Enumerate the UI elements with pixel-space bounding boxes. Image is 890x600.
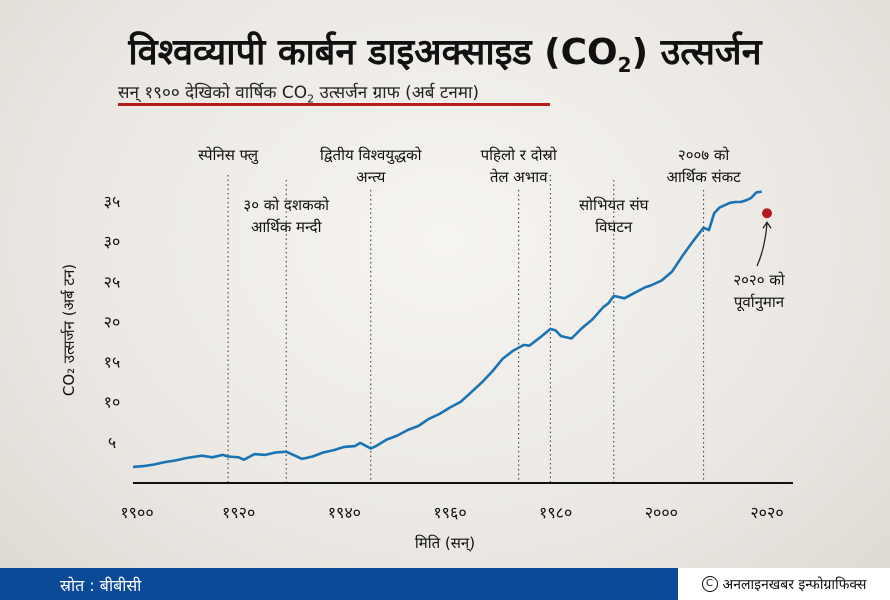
page-subtitle: सन् १९०० देखिको वार्षिक CO2 उत्सर्जन ग्र… [118, 83, 480, 106]
forecast-annotation: २०२० को पूर्वानुमान [733, 221, 786, 312]
credit-text: अनलाइनखबर इन्फोग्राफिक्स [722, 576, 867, 593]
x-tick-label: २००० [645, 503, 678, 522]
x-axis-ticks: १९०० १९२० १९४० १९६० १९८० २००० २०२० [120, 503, 783, 522]
event-label: विघटन [595, 218, 633, 236]
x-tick-label: १९६० [433, 503, 466, 522]
event-label: सोभियत संघ [579, 196, 650, 214]
event-label: द्वितीय विश्वयुद्धको [320, 146, 423, 165]
title-rule [118, 103, 550, 106]
y-tick-label: ३५ [104, 192, 121, 211]
x-tick-label: १९४० [328, 503, 361, 522]
y-tick-label: २० [104, 312, 121, 331]
arrow-head-icon [762, 221, 772, 229]
x-tick-label: १९०० [120, 503, 153, 522]
y-tick-label: १५ [104, 353, 121, 372]
page-title: विश्वव्यापी कार्बन डाइअक्साइड (CO2) उत्स… [128, 32, 762, 78]
event-label: ३० को दशकको [243, 196, 330, 214]
y-tick-label: ३० [104, 232, 121, 251]
event-label: अन्त्य [356, 168, 385, 186]
y-tick-label: ५ [108, 433, 116, 452]
event-label: तेल अभाव [490, 168, 548, 186]
copyright-icon: C [701, 576, 718, 592]
y-axis-ticks: ५ १० १५ २० २५ ३० ३५ [104, 192, 121, 452]
event-label: आर्थिक मन्दी [251, 218, 323, 236]
x-tick-label: २०२० [750, 503, 783, 522]
emissions-series-line [132, 190, 762, 469]
y-axis-label: CO₂ उत्सर्जन (अर्ब टन) [60, 264, 78, 396]
x-tick-label: १९८० [539, 503, 572, 522]
y-tick-label: १० [104, 393, 121, 412]
event-label: २००७ को [678, 146, 730, 164]
forecast-label: पूर्वानुमान [734, 293, 785, 312]
x-axis-label: मिति (सन्) [415, 534, 475, 552]
x-tick-label: १९२० [222, 503, 255, 522]
event-label: पहिलो र दोस्रो [481, 146, 558, 164]
forecast-arrow [756, 223, 768, 267]
event-label: स्पेनिस फ्लु [198, 146, 259, 165]
forecast-label: २०२० को [733, 271, 785, 289]
source-text: स्रोत : बीबीसी [60, 576, 142, 595]
y-tick-label: २५ [104, 272, 121, 291]
event-label: आर्थिक संकट [666, 168, 741, 186]
footer-bar: स्रोत : बीबीसी C अनलाइनखबर इन्फोग्राफिक्… [0, 568, 890, 600]
co2-emissions-chart: स्पेनिस फ्लु ३० को दशकको आर्थिक मन्दी द्वित… [60, 146, 793, 552]
forecast-point [762, 208, 772, 219]
credit-box: C अनलाइनखबर इन्फोग्राफिक्स [678, 568, 890, 600]
event-markers: स्पेनिस फ्लु ३० को दशकको आर्थिक मन्दी द्वित… [198, 146, 741, 483]
